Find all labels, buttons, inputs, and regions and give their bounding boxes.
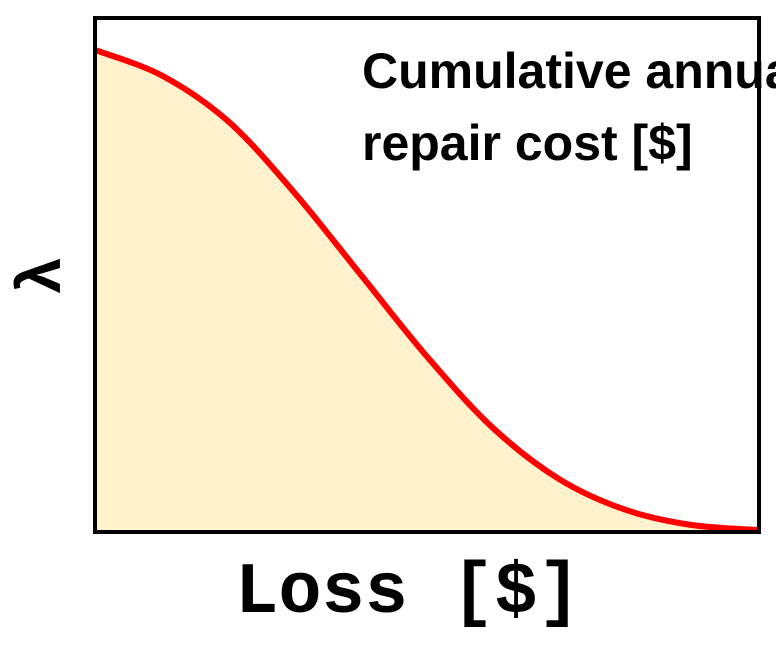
series-line-lambda: [94, 47, 760, 533]
area-fill-under-curve: [97, 50, 757, 530]
plot-frame: [93, 16, 761, 534]
x-axis-label: Loss [$]: [235, 552, 581, 634]
annotation-line-2: repair cost [$]: [362, 115, 693, 171]
y-axis-label: λ: [8, 257, 80, 295]
annotation-line-1: Cumulative annual: [362, 43, 776, 99]
